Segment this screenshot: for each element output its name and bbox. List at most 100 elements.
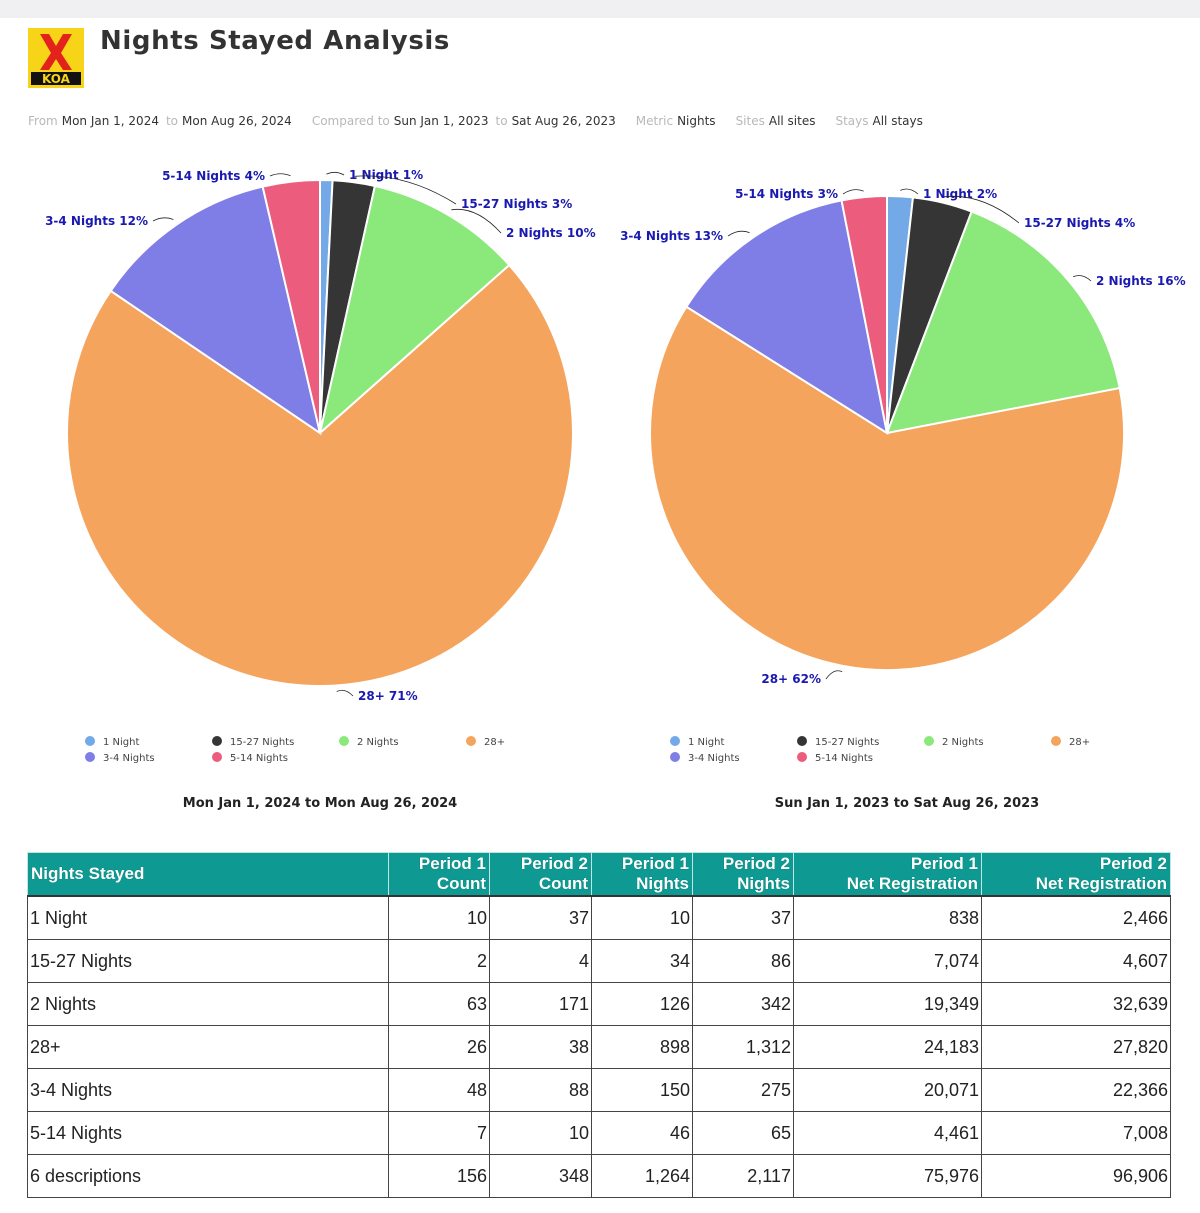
pie-slice-5-14-nights[interactable] <box>261 178 321 434</box>
legend-swatch-2-nights <box>924 736 934 746</box>
legend-label-3-4-nights[interactable]: 3-4 Nights <box>688 753 740 764</box>
table-cell: 22,366 <box>981 1068 1171 1112</box>
leader-line-5-14-nights <box>269 173 291 177</box>
table-cell: 46 <box>591 1111 693 1155</box>
row-label: 2 Nights <box>27 982 389 1026</box>
column-header[interactable]: Period 2 Nights <box>692 852 794 897</box>
legend-label-2-nights[interactable]: 2 Nights <box>357 737 399 748</box>
pie-slice-3-4-nights[interactable] <box>109 185 322 436</box>
stays-value[interactable]: All stays <box>872 114 923 128</box>
pie-slice-28-plus[interactable] <box>649 305 1125 671</box>
chart-caption-1: Mon Jan 1, 2024 to Mon Aug 26, 2024 <box>183 796 457 811</box>
leader-line-1-night <box>326 171 345 176</box>
pie-slice-5-14-nights[interactable] <box>840 194 888 434</box>
pie-slice-2-nights[interactable] <box>885 210 1121 435</box>
legend-swatch-15-27-nights <box>212 736 222 746</box>
table-row: 28+ 26 38 898 1,312 24,183 27,820 <box>27 1025 1171 1069</box>
leader-line-2-nights <box>1072 275 1092 282</box>
legend-2: 1 Night 15-27 Nights 2 Nights 28+ 3-4 Nights… <box>670 736 1090 764</box>
legend-label-5-14-nights[interactable]: 5-14 Nights <box>815 753 873 764</box>
page-title: Nights Stayed Analysis <box>100 26 450 56</box>
column-header[interactable]: Nights Stayed <box>27 852 389 897</box>
table-cell: 4,461 <box>793 1111 982 1155</box>
leader-line-5-14-nights <box>842 189 864 195</box>
table-row: 5-14 Nights 7 10 46 65 4,461 7,008 <box>27 1111 1171 1155</box>
column-header[interactable]: Period 1 Net Registration <box>793 852 982 897</box>
table-cell: 275 <box>692 1068 794 1112</box>
table-cell: 171 <box>489 982 592 1026</box>
legend-swatch-1-night <box>670 736 680 746</box>
slice-label-28-plus: 28+ 62% <box>761 672 821 686</box>
slice-label-15-27-nights: 15-27 Nights 3% <box>461 197 572 211</box>
chart-caption-2: Sun Jan 1, 2023 to Sat Aug 26, 2023 <box>775 796 1039 811</box>
logo-x-shape <box>40 34 72 70</box>
legend-label-15-27-nights[interactable]: 15-27 Nights <box>815 737 879 748</box>
legend-label-5-14-nights[interactable]: 5-14 Nights <box>230 753 288 764</box>
slice-label-3-4-nights: 3-4 Nights 13% <box>620 229 723 243</box>
legend-label-3-4-nights[interactable]: 3-4 Nights <box>103 753 155 764</box>
slice-label-28-plus: 28+ 71% <box>358 689 418 703</box>
legend-label-1-night[interactable]: 1 Night <box>103 737 139 748</box>
legend-label-28-plus[interactable]: 28+ <box>1069 737 1090 748</box>
leader-line-28-plus <box>336 689 354 697</box>
legend-swatch-3-4-nights <box>85 752 95 762</box>
column-header[interactable]: Period 1 Count <box>388 852 490 897</box>
legend-swatch-1-night <box>85 736 95 746</box>
table-row: 2 Nights 63 171 126 342 19,349 32,639 <box>27 982 1171 1026</box>
table-cell: 37 <box>692 895 794 940</box>
row-label: 1 Night <box>27 895 389 940</box>
pie-slice-2-nights[interactable] <box>318 184 511 436</box>
table-cell: 2 <box>388 939 490 983</box>
table-cell: 38 <box>489 1025 592 1069</box>
table-cell: 4 <box>489 939 592 983</box>
slice-label-1-night: 1 Night 2% <box>923 187 997 201</box>
filter-bar: From Mon Jan 1, 2024 to Mon Aug 26, 2024 Com… <box>28 114 923 128</box>
legend-1: 1 Night 15-27 Nights 2 Nights 28+ 3-4 Nights… <box>85 736 505 764</box>
to-value[interactable]: Mon Aug 26, 2024 <box>182 114 292 128</box>
legend-swatch-5-14-nights <box>212 752 222 762</box>
table-cell: 24,183 <box>793 1025 982 1069</box>
table-cell: 898 <box>591 1025 693 1069</box>
legend-label-28-plus[interactable]: 28+ <box>484 737 505 748</box>
row-label: 15-27 Nights <box>27 939 389 983</box>
compared-to-value[interactable]: Sat Aug 26, 2023 <box>511 114 616 128</box>
leader-line-2-nights <box>451 208 502 234</box>
table-cell: 156 <box>388 1154 490 1198</box>
table-row: 1 Night 10 37 10 37 838 2,466 <box>27 895 1171 940</box>
slice-label-3-4-nights: 3-4 Nights 12% <box>45 214 148 228</box>
metric-label: Metric <box>635 114 674 128</box>
legend-label-15-27-nights[interactable]: 15-27 Nights <box>230 737 294 748</box>
column-header[interactable]: Period 2 Count <box>489 852 592 897</box>
table-row: 3-4 Nights 48 88 150 275 20,071 22,366 <box>27 1068 1171 1112</box>
leader-line-3-4-nights <box>727 230 750 237</box>
table-cell: 1,264 <box>591 1154 693 1198</box>
table-cell: 26 <box>388 1025 490 1069</box>
legend-swatch-3-4-nights <box>670 752 680 762</box>
compared-from-value[interactable]: Sun Jan 1, 2023 <box>393 114 489 128</box>
table-cell: 37 <box>489 895 592 940</box>
column-header[interactable]: Period 1 Nights <box>591 852 693 897</box>
table-cell: 342 <box>692 982 794 1026</box>
slice-label-1-night: 1 Night 1% <box>349 168 423 182</box>
metric-value[interactable]: Nights <box>677 114 716 128</box>
row-label: 5-14 Nights <box>27 1111 389 1155</box>
legend-label-1-night[interactable]: 1 Night <box>688 737 724 748</box>
from-value[interactable]: Mon Jan 1, 2024 <box>61 114 159 128</box>
logo-text: KOA <box>42 72 71 86</box>
legend-label-2-nights[interactable]: 2 Nights <box>942 737 984 748</box>
slice-label-5-14-nights: 5-14 Nights 4% <box>162 169 265 183</box>
table-cell: 96,906 <box>981 1154 1171 1198</box>
table-cell: 2,117 <box>692 1154 794 1198</box>
nights-stayed-table: Nights Stayed Period 1 Count Period 2 Count P… <box>27 852 1171 1198</box>
row-label: 28+ <box>27 1025 389 1069</box>
pie-slice-3-4-nights[interactable] <box>685 199 889 436</box>
table-cell: 27,820 <box>981 1025 1171 1069</box>
legend-swatch-28-plus <box>466 736 476 746</box>
leader-line-15-27-nights <box>354 175 457 205</box>
pie-slice-28-plus[interactable] <box>66 263 574 687</box>
sites-value[interactable]: All sites <box>768 114 816 128</box>
column-header[interactable]: Period 2 Net Registration <box>981 852 1171 897</box>
table-cell: 838 <box>793 895 982 940</box>
legend-swatch-15-27-nights <box>797 736 807 746</box>
legend-swatch-5-14-nights <box>797 752 807 762</box>
